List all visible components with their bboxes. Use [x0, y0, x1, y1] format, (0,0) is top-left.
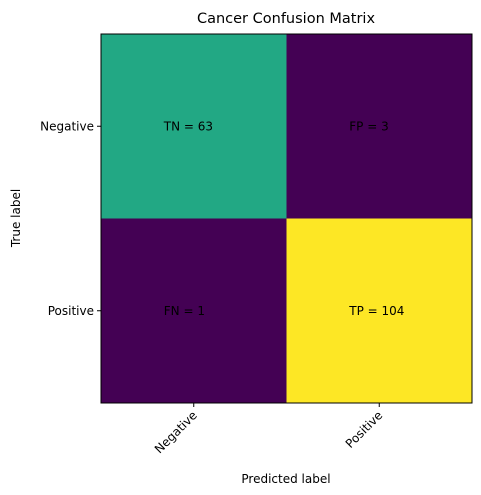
x-tick-label: Positive: [343, 408, 386, 451]
heatmap-cell: [286, 218, 472, 403]
heatmap-cell-labels: TN = 63 FP = 3 FN = 1 TP = 104: [163, 119, 405, 318]
heatmap-cell: [101, 218, 287, 403]
cell-value-label: FP = 3: [349, 119, 388, 133]
y-axis-label: True label: [9, 189, 23, 248]
x-tick-label: Negative: [152, 408, 200, 456]
x-axis-label: Predicted label: [241, 472, 330, 486]
heatmap-cell: [101, 34, 287, 219]
plot-frame: [100, 33, 473, 404]
heatmap-cells: [101, 34, 472, 403]
x-axis-ticks: Negative Positive: [152, 403, 385, 456]
chart-title: Cancer Confusion Matrix: [197, 11, 375, 27]
cell-value-label: TP = 104: [348, 304, 404, 318]
cell-value-label: FN = 1: [164, 304, 205, 318]
y-axis-ticks: Negative Positive: [40, 119, 101, 318]
y-tick-label: Negative: [40, 119, 94, 133]
cell-value-label: TN = 63: [163, 119, 213, 133]
y-tick-label: Positive: [48, 304, 94, 318]
heatmap-cell: [286, 34, 472, 219]
